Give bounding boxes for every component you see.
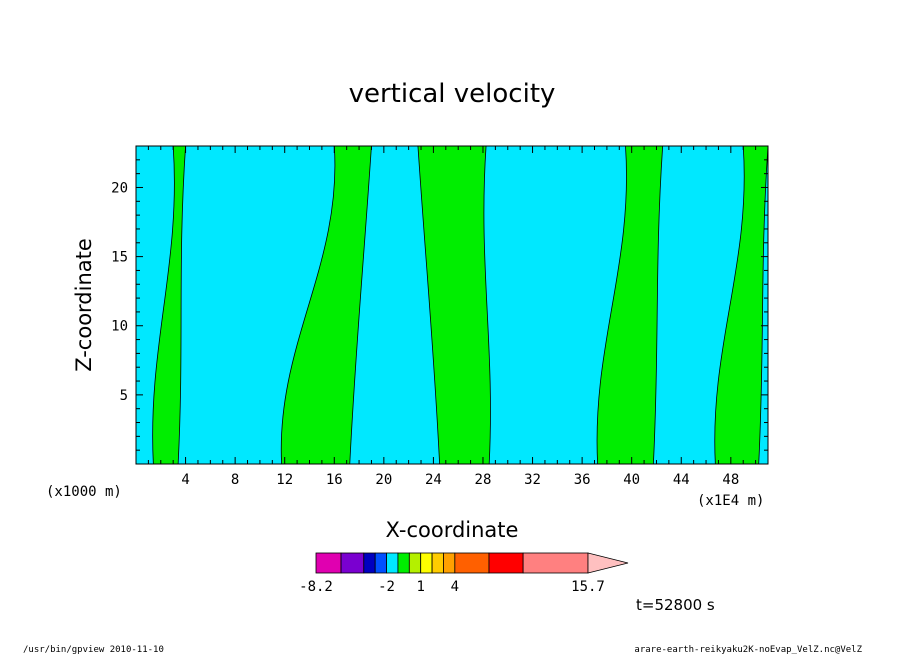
x-axis-ticks: 4 8 12 16 20 24 28 32 36 40 44 48 (147, 146, 757, 488)
positive-region-band (280, 146, 372, 464)
colorbar-segment (340, 552, 365, 574)
footer-right: arare-earth-reikyaku2K-noEvap_VelZ.nc@Ve… (634, 645, 862, 654)
plot-field (136, 146, 768, 464)
x-tick-label: 40 (623, 472, 640, 488)
time-label: t=52800 s (636, 596, 715, 614)
x-axis-label: X-coordinate (386, 518, 519, 542)
colorbar-tick-label: 4 (451, 579, 459, 595)
positive-region-band (596, 146, 664, 464)
y-tick-label: 15 (111, 250, 128, 266)
colorbar-tick-labels: -8.2 -2 1 4 15.7 (299, 579, 605, 595)
chart-title: vertical velocity (349, 79, 556, 109)
colorbar-tick-label: 1 (416, 579, 424, 595)
footer-left: /usr/bin/gpview 2010-11-10 (23, 645, 164, 654)
colorbar-tick-label: -8.2 (299, 579, 333, 595)
x-tick-label: 12 (276, 472, 293, 488)
y-axis-label: Z-coordinate (72, 238, 96, 372)
colorbar (315, 552, 629, 574)
colorbar-tick-label: -2 (378, 579, 395, 595)
colorbar-segment (454, 552, 490, 574)
x-tick-label: 16 (326, 472, 343, 488)
colorbar-segment (488, 552, 524, 574)
colorbar-segment (386, 552, 399, 574)
positive-region-band (417, 146, 491, 464)
x-tick-label: 24 (425, 472, 442, 488)
y-tick-label: 10 (111, 319, 128, 335)
colorbar-segment (420, 552, 433, 574)
colorbar-extend-arrow (587, 552, 629, 574)
x-tick-label: 44 (673, 472, 690, 488)
y-axis-ticks: 5 10 15 20 (111, 159, 768, 451)
plot-frame (135, 145, 769, 465)
y-tick-label: 20 (111, 180, 128, 196)
x-tick-label: 8 (231, 472, 239, 488)
colorbar-segment (431, 552, 444, 574)
x-tick-label: 20 (375, 472, 392, 488)
colorbar-segment (443, 552, 456, 574)
colorbar-segment (522, 552, 589, 574)
colorbar-segment (315, 552, 342, 574)
x-unit-note: (x1E4 m) (697, 493, 764, 509)
colorbar-segment (374, 552, 387, 574)
colorbar-tick-label: 15.7 (571, 579, 605, 595)
x-tick-label: 28 (475, 472, 492, 488)
x-tick-label: 48 (722, 472, 739, 488)
colorbar-segment (408, 552, 422, 574)
y-tick-label: 5 (120, 388, 128, 404)
colorbar-segment (363, 552, 376, 574)
x-tick-label: 4 (181, 472, 189, 488)
y-unit-note: (x1000 m) (46, 484, 122, 500)
colorbar-segment (397, 552, 410, 574)
x-tick-label: 32 (524, 472, 541, 488)
positive-region-band (152, 146, 186, 464)
positive-region-band (714, 146, 768, 464)
x-tick-label: 36 (574, 472, 591, 488)
